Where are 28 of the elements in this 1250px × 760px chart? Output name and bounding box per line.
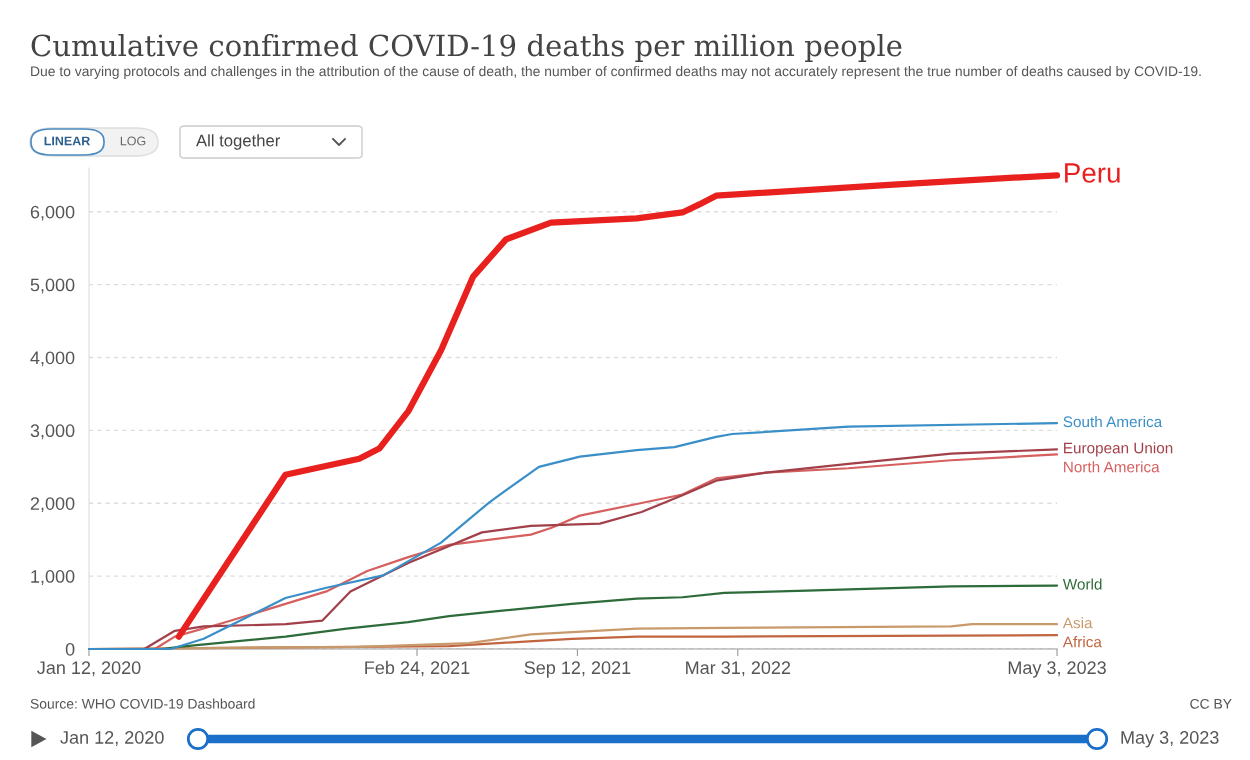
text: CC BY — [1190, 698, 1232, 709]
series-label: Africa — [1062, 636, 1102, 648]
series-label: North America — [1064, 461, 1160, 473]
y-tick-label: 2,000 — [30, 497, 75, 513]
y-tick-label: 0 — [65, 642, 75, 656]
chart-title: Cumulative confirmed COVID-19 deaths per million people — [31, 33, 902, 63]
text: Jan 12, 2020 — [60, 731, 164, 746]
x-tick-label: Sep 12, 2021 — [524, 661, 631, 678]
text: LINEAR — [44, 136, 91, 146]
series-label: Asia — [1062, 617, 1093, 629]
text: May 3, 2023 — [1121, 731, 1219, 748]
source-note: Source: WHO COVID-19 Dashboard — [30, 698, 255, 709]
y-tick-label: 5,000 — [30, 278, 75, 294]
y-tick-label: 1,000 — [31, 570, 75, 585]
series-label: South America — [1063, 415, 1163, 428]
y-tick-label: 4,000 — [30, 351, 75, 367]
series-label: Peru — [1065, 163, 1120, 183]
x-tick-label: May 3, 2023 — [1008, 661, 1106, 678]
x-tick-label: Jan 12, 2020 — [37, 661, 141, 677]
x-tick-label: Mar 31, 2022 — [686, 661, 791, 677]
chart-subtitle: Due to varying protocols and challenges in the attribution of the cause of death, the number of confirmed deaths may not accurately represent the true number of deaths caused by COVID-19. — [31, 66, 1201, 79]
series-label: World — [1062, 578, 1102, 590]
text: LOG — [120, 136, 146, 146]
x-tick-label: Feb 24, 2021 — [365, 660, 470, 677]
series-label: European Union — [1064, 442, 1173, 457]
text: All together — [196, 134, 281, 150]
y-tick-label: 6,000 — [30, 205, 75, 221]
y-tick-label: 3,000 — [30, 424, 75, 440]
